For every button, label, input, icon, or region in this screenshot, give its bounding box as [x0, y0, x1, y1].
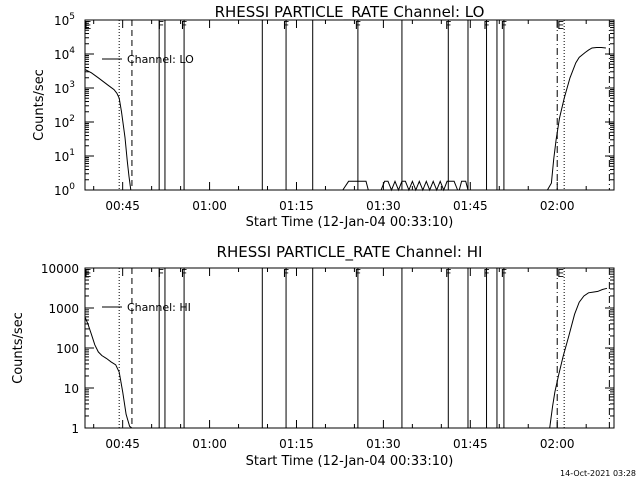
- y-tick-label: 105: [54, 12, 75, 28]
- flag-label: F: [501, 267, 507, 280]
- y-tick-label: 1000: [48, 302, 79, 316]
- flag-label: F: [181, 267, 187, 280]
- flag-label: F: [158, 19, 164, 32]
- y-tick-label: 100: [56, 342, 79, 356]
- flag-label: E: [84, 267, 91, 280]
- flag-label: F: [483, 19, 489, 32]
- x-tick-label: 01:00: [192, 437, 227, 451]
- lo-channel-panel: RHESSI PARTICLE_RATE Channel: LO 00:45 01:…: [32, 3, 615, 230]
- y-axis-label: Counts/sec: [11, 312, 26, 384]
- x-tick-label: 02:00: [540, 199, 575, 213]
- y-tick-base: 10: [54, 184, 69, 198]
- x-tick-label: 00:45: [105, 199, 140, 213]
- x-tick-label: 01:45: [453, 199, 488, 213]
- plot-frame: [84, 19, 615, 191]
- x-axis: 00:45 01:00 01:15 01:30 01:45 02:00: [93, 20, 587, 213]
- legend-entry: Channel: HI: [127, 301, 191, 314]
- flag-label: F: [483, 267, 489, 280]
- x-tick-label: 01:45: [453, 437, 488, 451]
- series-line: [84, 69, 132, 191]
- x-axis: 00:45 01:00 01:15 01:30 01:45 02:00: [93, 268, 587, 451]
- flag-label: F: [355, 19, 361, 32]
- flag-label: E: [84, 19, 91, 32]
- chart-title: RHESSI PARTICLE_RATE Channel: LO: [215, 3, 485, 22]
- x-tick-label: 01:15: [279, 437, 314, 451]
- y-tick-label: 1: [71, 422, 79, 436]
- chart-title: RHESSI PARTICLE_RATE Channel: HI: [217, 243, 483, 262]
- y-tick-label: 10000: [41, 262, 79, 276]
- flag-label: F: [283, 267, 289, 280]
- x-tick-label: 02:00: [540, 437, 575, 451]
- plot-frame: [84, 267, 615, 429]
- flag-label: F: [445, 267, 451, 280]
- x-tick-label: 01:15: [279, 199, 314, 213]
- data-series: [84, 287, 608, 429]
- x-axis-label: Start Time (12-Jan-04 00:33:10): [246, 215, 454, 230]
- flag-label: F: [158, 267, 164, 280]
- y-tick-base: 10: [54, 82, 69, 96]
- y-tick-label: 104: [54, 46, 75, 62]
- series-line-segment: [546, 47, 606, 191]
- legend: Channel: LO: [102, 53, 194, 66]
- flag-label: E: [557, 19, 564, 32]
- flag-label: F: [283, 19, 289, 32]
- y-tick-exponent: 0: [69, 182, 75, 192]
- flag-label: F: [501, 19, 507, 32]
- y-tick-exponent: 5: [69, 12, 75, 22]
- hi-channel-panel: RHESSI PARTICLE_RATE Channel: HI 00:45 01:…: [11, 243, 615, 469]
- x-tick-label: 00:45: [105, 437, 140, 451]
- y-tick-base: 10: [54, 150, 69, 164]
- legend: Channel: HI: [102, 301, 191, 314]
- flag-label: F: [445, 19, 451, 32]
- y-tick-label: 10: [64, 382, 79, 396]
- y-tick-label: 101: [54, 148, 75, 164]
- series-line-segment: [458, 180, 471, 191]
- y-tick-exponent: 1: [69, 148, 75, 158]
- y-tick-label: 102: [54, 114, 75, 130]
- series-line-segment: [342, 180, 369, 191]
- x-tick-label: 01:30: [366, 199, 401, 213]
- y-tick-label: 103: [54, 80, 75, 96]
- flag-label: F: [355, 267, 361, 280]
- series-line: [84, 316, 133, 429]
- y-tick-base: 10: [54, 14, 69, 28]
- x-tick-label: 01:30: [366, 437, 401, 451]
- legend-entry: Channel: LO: [127, 53, 194, 66]
- series-line-segment: [380, 179, 459, 192]
- y-tick-base: 10: [54, 48, 69, 62]
- y-tick-exponent: 3: [69, 80, 75, 90]
- data-series: [84, 47, 606, 192]
- series-line-segment: [549, 287, 608, 429]
- y-tick-base: 10: [54, 116, 69, 130]
- y-axis: 1 10 100 1000 10000: [41, 262, 614, 436]
- x-tick-label: 01:00: [192, 199, 227, 213]
- y-tick-label: 100: [54, 182, 75, 198]
- x-axis-label: Start Time (12-Jan-04 00:33:10): [246, 454, 454, 469]
- footer-timestamp: 14-Oct-2021 03:28: [560, 469, 636, 478]
- flag-label: F: [181, 19, 187, 32]
- y-tick-exponent: 2: [69, 114, 75, 124]
- flag-label: E: [557, 267, 564, 280]
- y-axis-label: Counts/sec: [32, 69, 47, 141]
- y-tick-exponent: 4: [69, 46, 75, 56]
